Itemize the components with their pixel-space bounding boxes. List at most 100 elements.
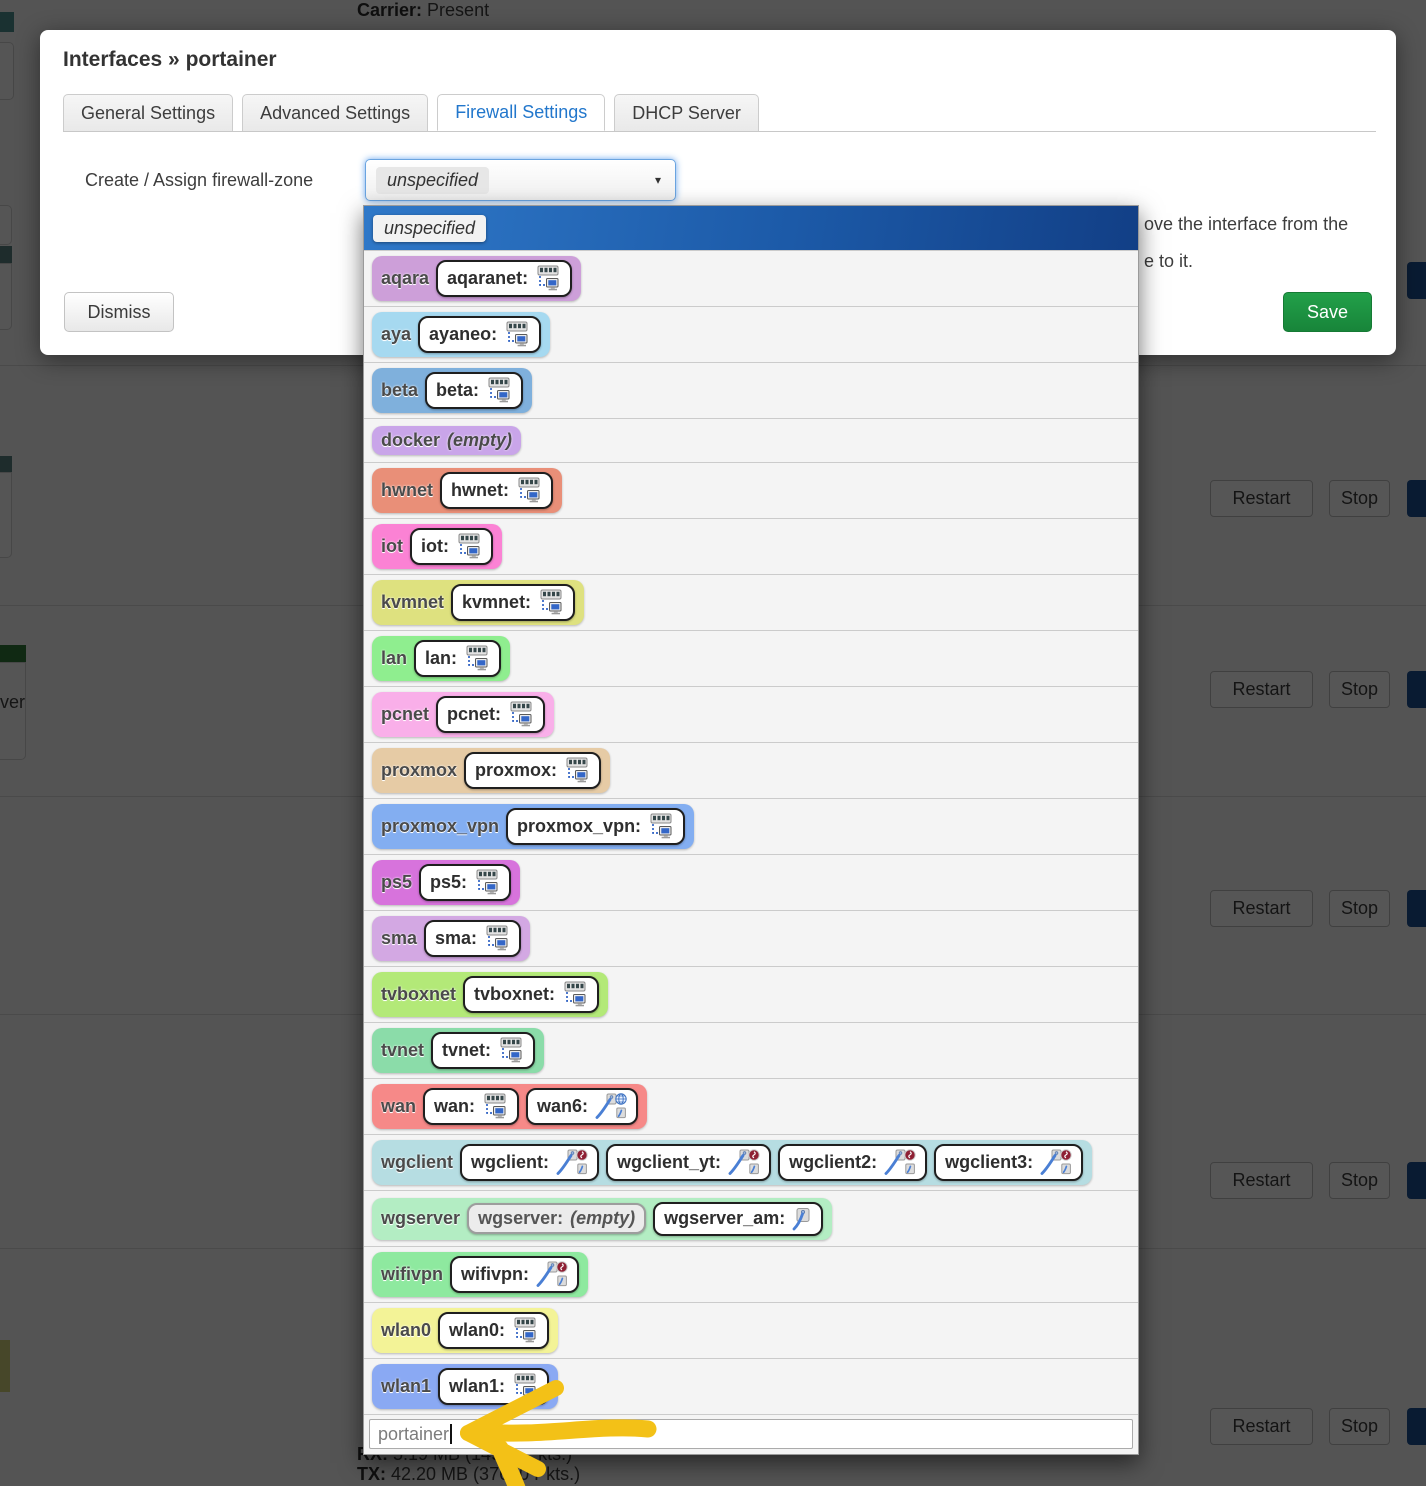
zone-badge: aqara aqaranet:: [372, 256, 582, 301]
zone-badge: wgclient wgclient: wgclient_yt: wgclient2: w…: [372, 1140, 1093, 1185]
zone-option-tvboxnet[interactable]: tvboxnet tvboxnet:: [364, 966, 1138, 1022]
zone-name-label: pcnet: [381, 704, 430, 724]
zone-name-label: sma: [381, 928, 418, 948]
interface-chip-wan: wan:: [423, 1088, 520, 1125]
interface-label: wgserver_am:: [664, 1208, 786, 1228]
zone-badge: docker (empty): [372, 426, 522, 455]
zone-option-aya[interactable]: aya ayaneo:: [364, 306, 1138, 362]
zone-option-proxmox_vpn[interactable]: proxmox_vpn proxmox_vpn:: [364, 798, 1138, 854]
tunnel-red-icon: [884, 1149, 916, 1176]
zone-name-label: ps5: [381, 872, 413, 892]
zone-option-hwnet[interactable]: hwnet hwnet:: [364, 462, 1138, 518]
ethernet-icon: [516, 477, 542, 504]
interface-label: wgserver:: [478, 1208, 564, 1228]
dialog-title: Interfaces » portainer: [63, 48, 277, 71]
option-unspecified[interactable]: unspecified: [364, 206, 1138, 250]
interface-chip-ayaneo: ayaneo:: [418, 316, 542, 353]
chevron-down-icon: ▾: [654, 173, 661, 187]
interface-label: wifivpn:: [461, 1264, 529, 1284]
zone-option-beta[interactable]: beta beta:: [364, 362, 1138, 418]
zone-option-lan[interactable]: lan lan:: [364, 630, 1138, 686]
zone-option-proxmox[interactable]: proxmox proxmox:: [364, 742, 1138, 798]
tunnel-plain-icon: [792, 1207, 812, 1231]
zone-option-sma[interactable]: sma sma:: [364, 910, 1138, 966]
text-cursor: [450, 1424, 452, 1444]
zone-badge: aya ayaneo:: [372, 312, 551, 357]
zone-option-docker[interactable]: docker (empty): [364, 418, 1138, 462]
zone-option-iot[interactable]: iot iot:: [364, 518, 1138, 574]
interface-label: tvnet:: [442, 1040, 492, 1060]
settings-tabs: General Settings Advanced Settings Firew…: [63, 94, 1376, 132]
zone-option-wgclient[interactable]: wgclient wgclient: wgclient_yt: wgclient2: w…: [364, 1134, 1138, 1190]
interface-chip-wgclient: wgclient:: [460, 1144, 600, 1181]
zone-name-label: proxmox: [381, 760, 458, 780]
ethernet-icon: [464, 645, 490, 672]
zone-badge: tvboxnet tvboxnet:: [372, 972, 609, 1017]
zone-badge: tvnet tvnet:: [372, 1028, 545, 1073]
interface-label: kvmnet:: [462, 592, 532, 612]
firewall-zone-field-label: Create / Assign firewall-zone: [85, 170, 314, 190]
zone-name-label: iot: [381, 536, 403, 556]
zone-option-aqara[interactable]: aqara aqaranet:: [364, 250, 1138, 306]
zone-name-label: proxmox_vpn: [381, 816, 500, 836]
zone-option-tvnet[interactable]: tvnet tvnet:: [364, 1022, 1138, 1078]
zone-option-wlan0[interactable]: wlan0 wlan0:: [364, 1302, 1138, 1358]
interface-label: wgclient:: [471, 1152, 550, 1172]
create-zone-input-text: portainer: [378, 1423, 450, 1444]
zone-badge: proxmox proxmox:: [372, 748, 611, 793]
interface-chip-proxmox: proxmox:: [464, 752, 602, 789]
tab-dhcp-server[interactable]: DHCP Server: [614, 94, 759, 131]
zone-badge: hwnet hwnet:: [372, 468, 562, 513]
firewall-zone-select[interactable]: unspecified ▾: [365, 159, 676, 201]
zone-badge: kvmnet kvmnet:: [372, 580, 585, 625]
interface-label: proxmox_vpn:: [517, 816, 642, 836]
interface-label: pcnet:: [447, 704, 502, 724]
tunnel-red-icon: [1040, 1149, 1072, 1176]
interface-label: wlan0:: [449, 1320, 506, 1340]
zone-option-pcnet[interactable]: pcnet pcnet:: [364, 686, 1138, 742]
tab-firewall-settings[interactable]: Firewall Settings: [437, 94, 606, 131]
zone-name-label: wan: [381, 1096, 417, 1116]
ethernet-icon: [564, 757, 590, 784]
ethernet-icon: [648, 813, 674, 840]
zone-badge: proxmox_vpn proxmox_vpn:: [372, 804, 695, 849]
zone-option-wifivpn[interactable]: wifivpn wifivpn:: [364, 1246, 1138, 1302]
interface-chip-wlan0: wlan0:: [438, 1312, 550, 1349]
zone-name-label: tvnet: [381, 1040, 425, 1060]
zone-badge: lan lan:: [372, 636, 511, 681]
zone-badge: wlan1 wlan1:: [372, 1364, 559, 1409]
zone-option-wan[interactable]: wan wan: wan6:: [364, 1078, 1138, 1134]
interface-label: lan:: [425, 648, 458, 668]
ethernet-icon: [512, 1373, 538, 1400]
tab-advanced-settings[interactable]: Advanced Settings: [242, 94, 429, 131]
dismiss-button[interactable]: Dismiss: [64, 292, 174, 332]
zone-option-wlan1[interactable]: wlan1 wlan1:: [364, 1358, 1138, 1414]
tab-general-settings[interactable]: General Settings: [63, 94, 234, 131]
interface-label: ayaneo:: [429, 324, 498, 344]
unspecified-option-label: unspecified: [373, 214, 487, 242]
firewall-zone-dropdown: unspecified aqara aqaranet: aya ayaneo: beta…: [363, 205, 1139, 1455]
zone-option-wgserver[interactable]: wgserver wgserver: (empty) wgserver_am:: [364, 1190, 1138, 1246]
interface-label: sma:: [435, 928, 478, 948]
ethernet-icon: [538, 589, 564, 616]
tunnel-red-icon: [728, 1149, 760, 1176]
ethernet-icon: [535, 265, 561, 292]
interface-chip-wgserver: wgserver: (empty): [467, 1203, 647, 1234]
zone-name-label: wifivpn: [381, 1264, 443, 1284]
interface-label: wgclient_yt:: [617, 1152, 722, 1172]
tunnel-red-icon: [556, 1149, 588, 1176]
zone-option-kvmnet[interactable]: kvmnet kvmnet:: [364, 574, 1138, 630]
zone-name-label: tvboxnet: [381, 984, 457, 1004]
create-zone-input[interactable]: portainer: [369, 1419, 1133, 1449]
zone-option-ps5[interactable]: ps5 ps5:: [364, 854, 1138, 910]
interface-chip-pcnet: pcnet:: [436, 696, 546, 733]
zone-badge: wan wan: wan6:: [372, 1084, 648, 1129]
interface-label: proxmox:: [475, 760, 558, 780]
save-button[interactable]: Save: [1283, 292, 1372, 332]
interface-chip-proxmox_vpn: proxmox_vpn:: [506, 808, 686, 845]
interface-chip-kvmnet: kvmnet:: [451, 584, 576, 621]
ethernet-icon: [508, 701, 534, 728]
zone-badge: beta beta:: [372, 368, 533, 413]
interface-chip-wgclient_yt: wgclient_yt:: [606, 1144, 772, 1181]
selected-zone-value: unspecified: [376, 166, 490, 194]
